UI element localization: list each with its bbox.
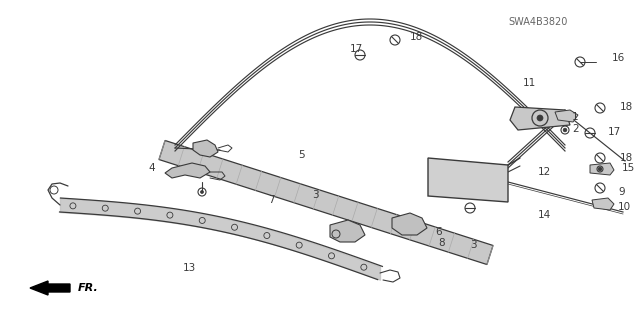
- Text: 7: 7: [268, 195, 275, 205]
- Text: 10: 10: [618, 202, 631, 212]
- Polygon shape: [159, 140, 493, 264]
- Text: 16: 16: [612, 53, 625, 63]
- Text: 5: 5: [298, 150, 305, 160]
- Text: 17: 17: [608, 127, 621, 137]
- Text: 18: 18: [620, 102, 633, 112]
- Circle shape: [537, 115, 543, 121]
- Text: 2: 2: [572, 124, 579, 134]
- Polygon shape: [555, 110, 578, 122]
- Polygon shape: [193, 140, 218, 157]
- Circle shape: [598, 167, 602, 171]
- Text: 14: 14: [538, 210, 551, 220]
- Text: 3: 3: [470, 240, 477, 250]
- Text: 11: 11: [523, 78, 536, 88]
- Text: 8: 8: [438, 238, 445, 248]
- Polygon shape: [392, 213, 427, 235]
- Text: 17: 17: [350, 44, 364, 54]
- Text: 1: 1: [572, 112, 579, 122]
- Text: 6: 6: [435, 227, 442, 237]
- Text: 13: 13: [183, 263, 196, 273]
- Text: 18: 18: [410, 32, 423, 42]
- Polygon shape: [510, 107, 570, 130]
- Circle shape: [200, 190, 204, 194]
- Text: 4: 4: [148, 163, 155, 173]
- Text: 18: 18: [620, 153, 633, 163]
- Text: SWA4B3820: SWA4B3820: [508, 17, 567, 27]
- Text: 3: 3: [312, 190, 319, 200]
- Polygon shape: [330, 220, 365, 242]
- Circle shape: [563, 128, 567, 132]
- Polygon shape: [592, 198, 614, 210]
- Text: 12: 12: [538, 167, 551, 177]
- Text: 15: 15: [622, 163, 636, 173]
- FancyArrow shape: [30, 281, 70, 295]
- Polygon shape: [165, 163, 210, 178]
- Polygon shape: [590, 163, 614, 175]
- Text: 9: 9: [618, 187, 625, 197]
- Polygon shape: [428, 158, 508, 202]
- Text: FR.: FR.: [78, 283, 99, 293]
